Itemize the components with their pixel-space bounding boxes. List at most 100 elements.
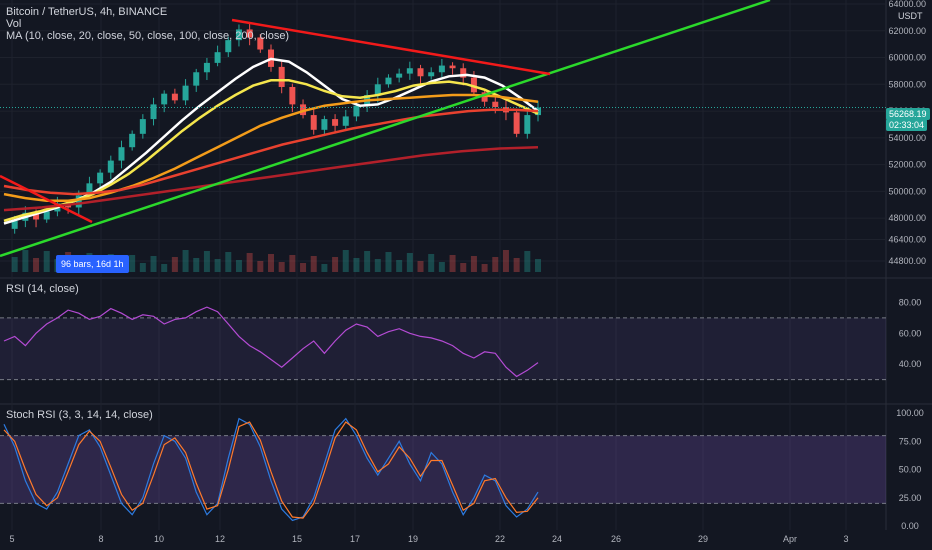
candle-body: [374, 84, 381, 96]
candle-body: [75, 195, 82, 208]
y-tick-label: 58000.00: [888, 79, 926, 89]
candle-body: [33, 212, 40, 220]
x-tick-label: Apr: [783, 534, 797, 544]
volume-bar: [470, 256, 477, 272]
symbol-title[interactable]: Bitcoin / TetherUS, 4h, BINANCE: [6, 6, 168, 18]
volume-bar: [481, 264, 488, 272]
rsi-tick-label: 80.00: [899, 297, 922, 307]
volume-bar: [257, 261, 264, 272]
volume-bar: [321, 264, 328, 272]
volume-bar: [364, 251, 371, 272]
stoch-tick-label: 100.00: [896, 408, 924, 418]
stoch-legend[interactable]: Stoch RSI (3, 3, 14, 14, close): [6, 409, 153, 421]
candle-body: [235, 29, 242, 41]
volume-bar: [150, 256, 157, 272]
candle-body: [481, 92, 488, 102]
volume-bar: [310, 256, 317, 272]
volume-bar: [129, 255, 136, 272]
candle-body: [289, 86, 296, 105]
candle-body: [513, 112, 520, 134]
volume-bar: [268, 254, 274, 272]
volume-bar: [171, 257, 178, 272]
candle-body: [524, 115, 531, 134]
currency-label[interactable]: USDT: [898, 11, 923, 21]
volume-bar: [374, 259, 381, 272]
x-tick-label: 8: [98, 534, 103, 544]
candle-body: [139, 119, 146, 134]
x-tick-label: 24: [552, 534, 562, 544]
volume-bar: [438, 262, 445, 272]
volume-bar: [502, 250, 509, 272]
volume-bar: [449, 255, 456, 272]
countdown-badge: 02:33:04: [886, 119, 928, 131]
candle-body: [171, 93, 178, 101]
volume-bar: [278, 262, 285, 272]
candle-body: [203, 62, 210, 73]
volume-legend[interactable]: Vol: [6, 18, 22, 30]
rsi-tick-label: 60.00: [899, 328, 922, 338]
ma-line: [3, 108, 539, 196]
volume-bar: [332, 257, 339, 272]
volume-bar: [33, 258, 40, 272]
candle-body: [257, 37, 264, 50]
candle-body: [321, 119, 328, 130]
trend-lines: [0, 0, 886, 258]
candle-body: [342, 116, 349, 126]
candle-body: [129, 133, 136, 148]
support-trendline: [0, 0, 771, 258]
candle-body: [86, 183, 93, 196]
volume-bar: [406, 253, 413, 272]
candle-body: [118, 147, 125, 161]
volume-bar: [300, 263, 307, 272]
rsi-line: [3, 306, 539, 378]
candle-body: [300, 104, 307, 116]
candle-body: [150, 104, 157, 120]
stoch-tick-label: 50.00: [899, 465, 922, 475]
candle-body: [449, 65, 456, 69]
rsi-tick-label: 40.00: [899, 359, 922, 369]
y-tick-label: 50000.00: [888, 186, 926, 196]
candle-body: [97, 172, 104, 184]
volume-bar: [342, 250, 349, 272]
x-tick-label: 26: [611, 534, 621, 544]
x-tick-label: 15: [292, 534, 302, 544]
candle-body: [406, 68, 413, 74]
volume-bar: [289, 255, 296, 272]
measure-badge: 96 bars, 16d 1h: [56, 255, 129, 273]
candle-body: [417, 68, 424, 77]
volume-bar: [492, 257, 499, 272]
volume-bar: [182, 250, 189, 272]
candle-body: [182, 85, 189, 101]
volume-bar: [460, 263, 467, 272]
candle-body: [535, 107, 541, 116]
candle-body: [214, 52, 221, 63]
ma-legend[interactable]: MA (10, close, 20, close, 50, close, 100…: [6, 30, 290, 42]
x-tick-label: 22: [495, 534, 505, 544]
stoch-tick-label: 25.00: [899, 493, 922, 503]
candle-body: [353, 105, 360, 117]
volume-bar: [22, 250, 29, 272]
stoch-tick-label: 0.00: [901, 521, 919, 531]
candle-body: [43, 211, 50, 220]
x-tick-label: 12: [215, 534, 225, 544]
candle-body: [107, 160, 114, 173]
rsi-band: [0, 317, 886, 380]
candle-body: [460, 68, 467, 78]
candle-body: [385, 77, 392, 85]
candle-body: [492, 101, 499, 108]
y-tick-label: 60000.00: [888, 53, 926, 63]
volume-bar: [11, 257, 18, 272]
rsi-pane: [0, 306, 886, 381]
volume-bar: [203, 251, 210, 272]
volume-bar: [161, 264, 168, 272]
ma-line: [3, 93, 539, 202]
volume-bar: [193, 258, 200, 272]
volume-bar: [235, 260, 242, 272]
candle-body: [246, 29, 253, 38]
volume-bar: [524, 251, 531, 272]
current-price-badge: 56268.19: [886, 108, 930, 120]
candle-body: [332, 119, 339, 126]
y-tick-label: 54000.00: [888, 133, 926, 143]
rsi-legend[interactable]: RSI (14, close): [6, 283, 79, 295]
